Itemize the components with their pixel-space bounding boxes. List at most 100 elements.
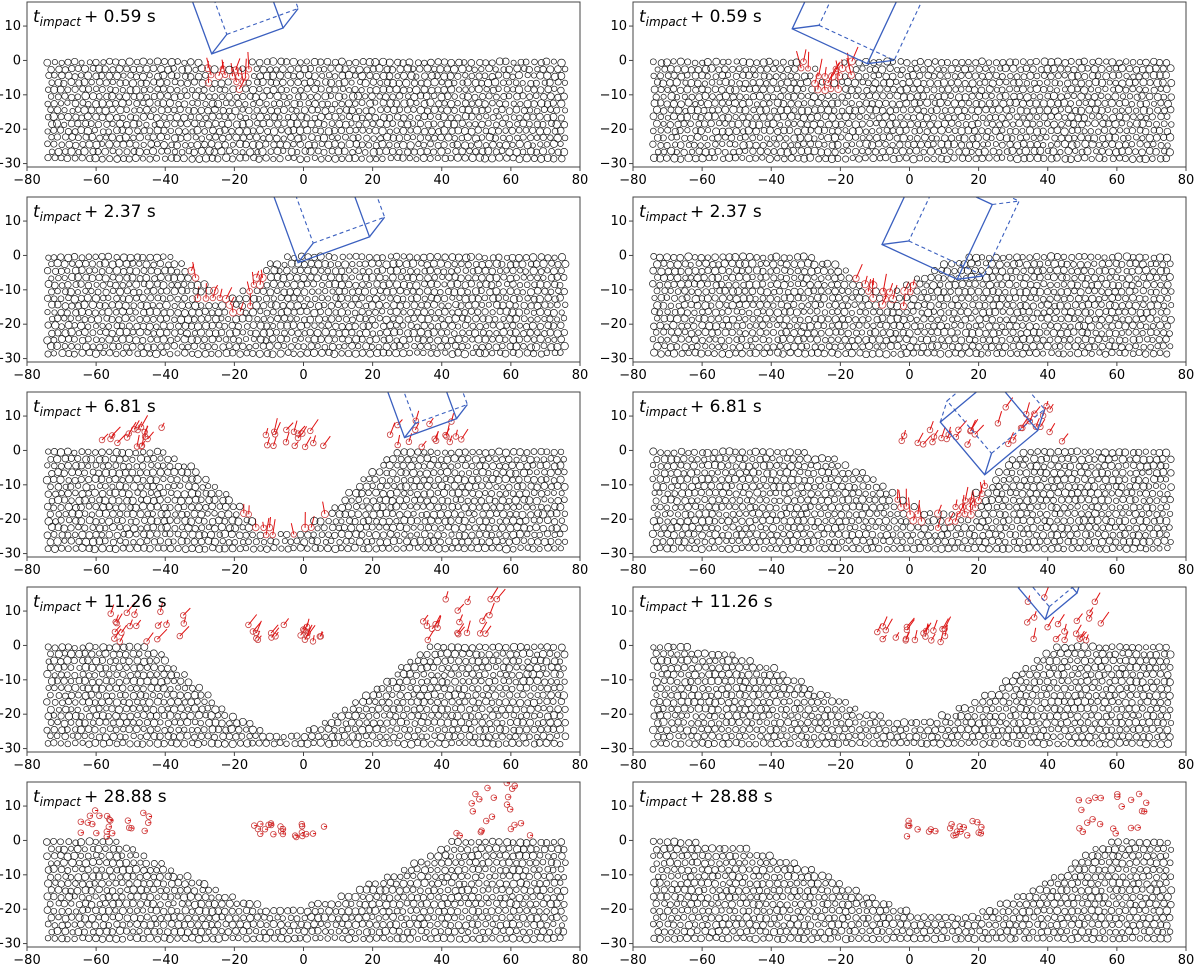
particle bbox=[331, 140, 339, 148]
particle bbox=[926, 147, 936, 156]
particle bbox=[54, 329, 62, 337]
particle bbox=[201, 336, 208, 344]
particle bbox=[835, 72, 844, 80]
particle bbox=[437, 120, 445, 128]
particle bbox=[1017, 66, 1025, 74]
particle bbox=[967, 287, 975, 296]
particle bbox=[1023, 93, 1032, 102]
particle bbox=[456, 294, 463, 301]
particle bbox=[409, 288, 417, 295]
particle bbox=[459, 93, 466, 100]
particle bbox=[873, 315, 881, 324]
particle bbox=[108, 106, 116, 114]
particle bbox=[284, 114, 292, 121]
particle bbox=[913, 287, 921, 295]
particle bbox=[324, 544, 332, 553]
particle bbox=[304, 141, 313, 150]
velocity-vector bbox=[835, 60, 840, 77]
particle bbox=[913, 78, 922, 87]
particle bbox=[341, 302, 348, 309]
particle bbox=[263, 86, 271, 95]
particle bbox=[656, 321, 664, 330]
particle bbox=[751, 348, 760, 358]
particle bbox=[312, 126, 319, 134]
particle bbox=[1033, 252, 1041, 261]
particle bbox=[361, 260, 369, 268]
particle bbox=[884, 86, 891, 93]
particle bbox=[458, 538, 466, 546]
particle bbox=[556, 126, 565, 135]
particle bbox=[388, 273, 397, 282]
particle bbox=[379, 155, 386, 162]
particle bbox=[543, 141, 551, 148]
particle bbox=[996, 133, 1005, 141]
particle bbox=[263, 58, 271, 66]
particle bbox=[67, 78, 76, 86]
particle bbox=[653, 78, 662, 86]
particle bbox=[876, 127, 883, 134]
particle bbox=[474, 139, 483, 149]
particle bbox=[719, 114, 727, 122]
particle bbox=[769, 78, 778, 87]
particle bbox=[437, 133, 445, 142]
particle bbox=[202, 100, 209, 108]
particle bbox=[1054, 72, 1062, 80]
particle bbox=[430, 344, 437, 351]
particle bbox=[1013, 141, 1022, 150]
particle bbox=[691, 309, 698, 316]
particle bbox=[955, 134, 963, 142]
particle bbox=[478, 538, 485, 545]
particle bbox=[782, 315, 791, 324]
particle bbox=[1102, 114, 1109, 121]
particle bbox=[1051, 107, 1059, 115]
particle bbox=[358, 99, 366, 106]
particle bbox=[954, 315, 961, 323]
particle bbox=[695, 314, 703, 322]
particle bbox=[195, 309, 203, 317]
particle bbox=[955, 148, 963, 156]
particle bbox=[721, 78, 730, 87]
particle bbox=[804, 287, 813, 296]
particle bbox=[239, 106, 246, 113]
particle bbox=[389, 120, 396, 127]
particle bbox=[1043, 288, 1051, 296]
particle bbox=[254, 316, 261, 323]
particle bbox=[243, 127, 251, 136]
particle bbox=[198, 524, 206, 532]
particle bbox=[335, 524, 343, 532]
particle bbox=[841, 59, 848, 66]
particle bbox=[800, 308, 807, 315]
particle bbox=[322, 78, 330, 86]
particle bbox=[972, 59, 980, 67]
particle bbox=[150, 343, 158, 352]
particle bbox=[512, 342, 521, 351]
particle bbox=[301, 303, 307, 309]
particle bbox=[998, 141, 1006, 149]
particle bbox=[427, 58, 435, 67]
particle bbox=[782, 274, 790, 282]
particle bbox=[773, 280, 782, 289]
velocity-vector bbox=[190, 264, 195, 271]
particle bbox=[416, 65, 424, 73]
particle bbox=[715, 315, 722, 323]
particle bbox=[324, 335, 333, 344]
particle bbox=[685, 336, 692, 343]
particle bbox=[1095, 153, 1104, 162]
particle bbox=[968, 120, 977, 129]
particle bbox=[409, 329, 418, 338]
particle bbox=[103, 120, 111, 128]
particle bbox=[435, 100, 443, 108]
particle bbox=[67, 147, 76, 156]
particle bbox=[72, 531, 79, 538]
particle bbox=[1146, 301, 1155, 310]
particle bbox=[1088, 99, 1096, 107]
particle bbox=[376, 315, 383, 322]
particle bbox=[462, 72, 469, 79]
particle bbox=[999, 254, 1007, 262]
particle bbox=[262, 267, 270, 274]
particle bbox=[420, 127, 429, 136]
particle bbox=[919, 66, 927, 73]
particle bbox=[1025, 126, 1035, 135]
particle bbox=[515, 254, 523, 262]
particle bbox=[536, 531, 543, 539]
